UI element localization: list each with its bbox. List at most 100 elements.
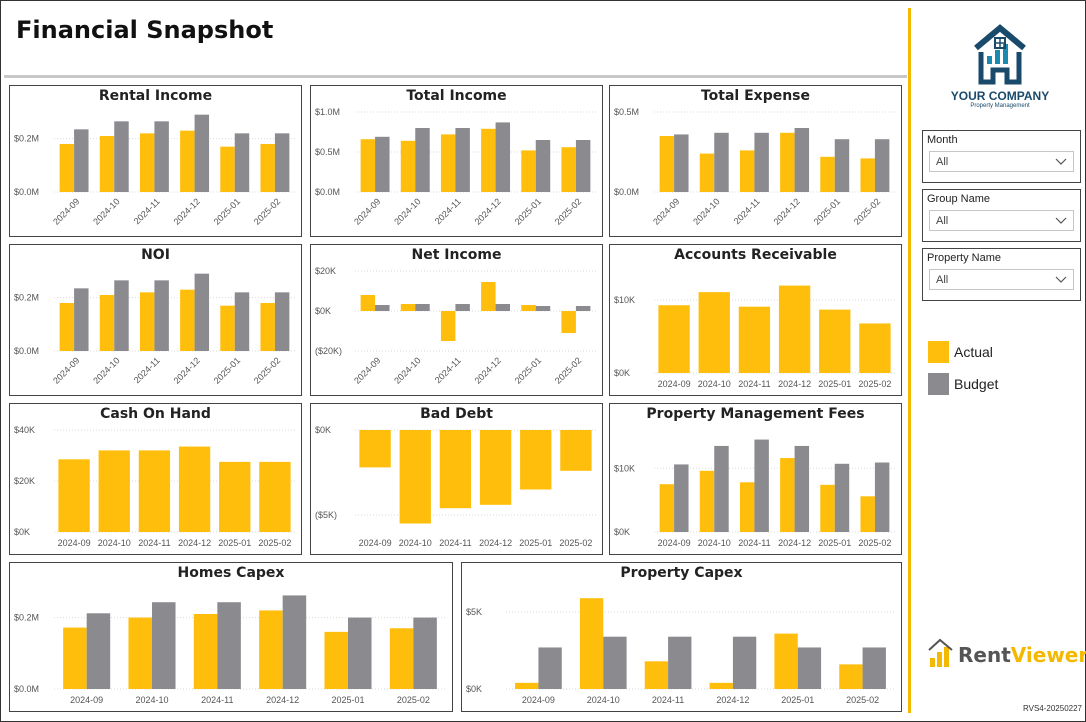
bar-actual[interactable] xyxy=(139,292,155,351)
chart-panel-total-expense[interactable]: Total Expense $0.0M $0.5M 2024-09 2024-10 20… xyxy=(609,85,902,237)
bar-budget[interactable] xyxy=(415,128,430,192)
bar-budget[interactable] xyxy=(794,128,810,192)
bar-actual[interactable] xyxy=(400,304,416,311)
bar-budget[interactable] xyxy=(234,133,250,192)
bar-budget[interactable] xyxy=(674,134,689,192)
bar-actual[interactable] xyxy=(515,682,539,689)
bar-budget[interactable] xyxy=(674,464,689,532)
bar-actual[interactable] xyxy=(561,147,576,192)
bar-budget[interactable] xyxy=(794,445,810,532)
bar-actual[interactable] xyxy=(138,450,171,532)
bar-budget[interactable] xyxy=(154,121,169,192)
chart-panel-net-income[interactable]: Net Income ($20K) $0K $20K 2024-09 2024-10 20… xyxy=(310,244,603,396)
bar-budget[interactable] xyxy=(495,304,511,311)
bar-actual[interactable] xyxy=(560,430,592,471)
bar-actual[interactable] xyxy=(658,305,690,373)
bar-budget[interactable] xyxy=(348,617,372,689)
bar-budget[interactable] xyxy=(874,139,890,192)
bar-actual[interactable] xyxy=(128,617,152,689)
bar-actual[interactable] xyxy=(193,614,218,689)
chart-panel-cash-on-hand[interactable]: Cash On Hand $0K $20K $40K 2024-09 2024-10 20… xyxy=(9,403,302,555)
bar-actual[interactable] xyxy=(481,282,496,311)
bar-actual[interactable] xyxy=(259,461,291,532)
bar-actual[interactable] xyxy=(699,153,715,192)
bar-actual[interactable] xyxy=(260,303,275,351)
bar-actual[interactable] xyxy=(780,132,795,192)
property-name-dropdown[interactable]: All xyxy=(929,269,1074,290)
bar-budget[interactable] xyxy=(234,292,250,351)
bar-actual[interactable] xyxy=(479,430,512,505)
bar-budget[interactable] xyxy=(74,129,89,192)
bar-budget[interactable] xyxy=(274,133,290,192)
bar-actual[interactable] xyxy=(58,459,90,532)
chart-panel-rental-income[interactable]: Rental Income $0.0M $0.2M 2024-09 2024-10 20… xyxy=(9,85,302,237)
bar-budget[interactable] xyxy=(732,636,757,689)
bar-budget[interactable] xyxy=(282,595,307,689)
bar-actual[interactable] xyxy=(739,150,755,192)
bar-actual[interactable] xyxy=(780,458,795,532)
bar-actual[interactable] xyxy=(739,482,755,532)
bar-budget[interactable] xyxy=(834,139,850,192)
bar-actual[interactable] xyxy=(99,136,115,192)
bar-actual[interactable] xyxy=(521,150,536,192)
bar-actual[interactable] xyxy=(521,305,536,311)
bar-actual[interactable] xyxy=(698,292,730,373)
bar-budget[interactable] xyxy=(154,280,169,351)
bar-budget[interactable] xyxy=(575,140,591,192)
chart-panel-property-capex[interactable]: Property Capex $0K $5K 2024-09 2024-10 2024-… xyxy=(461,562,902,712)
bar-budget[interactable] xyxy=(754,132,769,192)
bar-actual[interactable] xyxy=(98,450,130,532)
chart-panel-accounts-receivable[interactable]: Accounts Receivable $0K $10K 2024-09 2024-1… xyxy=(609,244,902,396)
bar-actual[interactable] xyxy=(860,158,875,192)
bar-actual[interactable] xyxy=(260,144,275,192)
bar-actual[interactable] xyxy=(389,628,414,689)
bar-budget[interactable] xyxy=(535,306,551,311)
bar-actual[interactable] xyxy=(709,682,733,689)
bar-actual[interactable] xyxy=(360,139,376,192)
bar-actual[interactable] xyxy=(399,430,431,524)
bar-actual[interactable] xyxy=(520,430,552,490)
bar-actual[interactable] xyxy=(819,309,851,373)
bar-actual[interactable] xyxy=(324,631,348,689)
bar-budget[interactable] xyxy=(535,140,551,192)
bar-actual[interactable] xyxy=(99,295,115,351)
chart-panel-property-management-fees[interactable]: Property Management Fees $0K $10K 2024-09 2… xyxy=(609,403,902,555)
bar-actual[interactable] xyxy=(839,664,863,689)
chart-panel-bad-debt[interactable]: Bad Debt ($5K) $0K 2024-09 2024-10 2024-11 20… xyxy=(310,403,603,555)
bar-budget[interactable] xyxy=(274,292,290,351)
chart-panel-homes-capex[interactable]: Homes Capex $0.0M $0.2M 2024-09 2024-10 2024… xyxy=(9,562,453,712)
bar-actual[interactable] xyxy=(860,496,875,532)
bar-budget[interactable] xyxy=(194,114,210,192)
bar-budget[interactable] xyxy=(114,121,129,192)
bar-actual[interactable] xyxy=(59,144,75,192)
bar-actual[interactable] xyxy=(178,446,211,532)
bar-actual[interactable] xyxy=(220,305,235,351)
bar-budget[interactable] xyxy=(834,463,850,532)
bar-budget[interactable] xyxy=(415,304,430,311)
bar-actual[interactable] xyxy=(440,311,456,341)
bar-actual[interactable] xyxy=(180,130,195,192)
bar-budget[interactable] xyxy=(538,647,562,689)
bar-actual[interactable] xyxy=(180,289,195,351)
bar-budget[interactable] xyxy=(152,602,176,689)
bar-actual[interactable] xyxy=(561,311,576,333)
bar-actual[interactable] xyxy=(259,610,283,689)
bar-budget[interactable] xyxy=(797,647,822,689)
bar-actual[interactable] xyxy=(481,128,496,192)
bar-actual[interactable] xyxy=(359,430,391,468)
group-name-dropdown[interactable]: All xyxy=(929,210,1074,231)
bar-actual[interactable] xyxy=(139,133,155,192)
bar-actual[interactable] xyxy=(400,140,416,192)
bar-budget[interactable] xyxy=(714,132,729,192)
bar-actual[interactable] xyxy=(360,295,376,311)
bar-actual[interactable] xyxy=(59,303,75,351)
bar-budget[interactable] xyxy=(375,136,390,192)
bar-budget[interactable] xyxy=(375,305,390,311)
bar-budget[interactable] xyxy=(455,304,470,311)
bar-actual[interactable] xyxy=(738,306,771,373)
bar-actual[interactable] xyxy=(63,627,87,689)
bar-budget[interactable] xyxy=(862,647,886,689)
bar-actual[interactable] xyxy=(579,598,604,689)
bar-actual[interactable] xyxy=(859,323,891,373)
bar-budget[interactable] xyxy=(874,462,890,532)
